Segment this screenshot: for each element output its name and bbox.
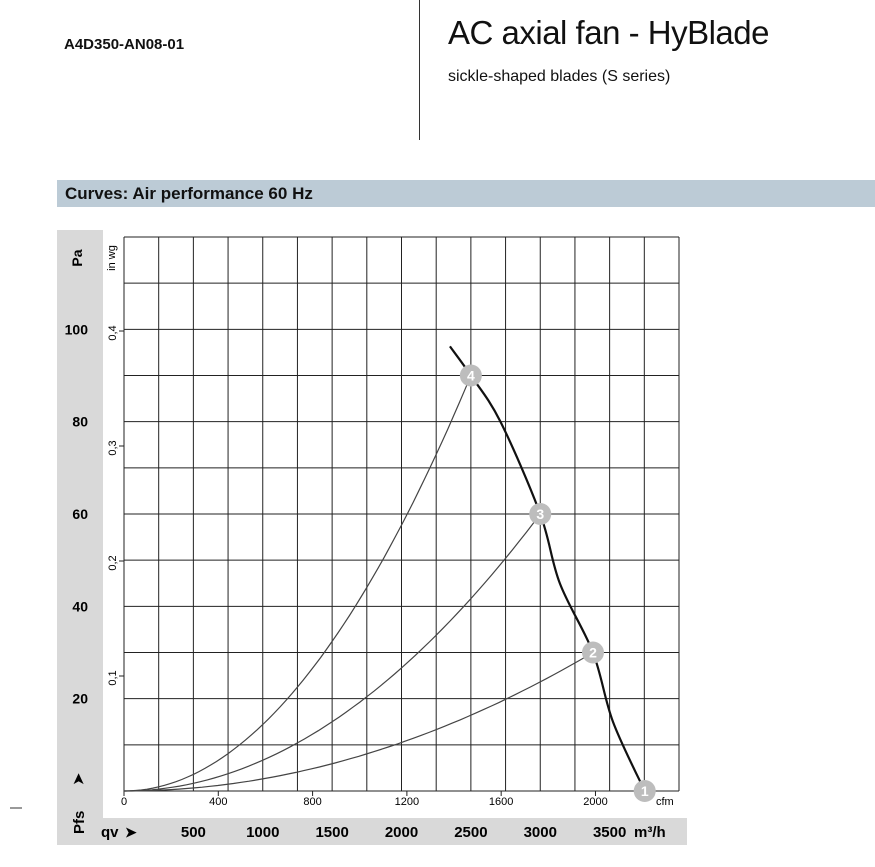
y2-unit-label: in wg <box>106 245 118 271</box>
operating-point-badge <box>633 780 656 802</box>
y-tick-label: 60 <box>72 506 88 522</box>
system-curve-4 <box>123 375 472 792</box>
section-title: Curves: Air performance 60 Hz <box>65 184 313 203</box>
x2-tick-label: 400 <box>209 796 227 808</box>
y-axis-arrow: ➤ <box>70 773 86 785</box>
x-axis-label: qv <box>101 824 119 841</box>
x-axis-arrow: ➤ <box>125 824 137 840</box>
y2-tick-label: 0,1 <box>107 670 119 685</box>
y-unit-label: Pa <box>69 249 85 266</box>
operating-point-2: 2 <box>581 641 604 664</box>
operating-point-label: 4 <box>467 368 475 384</box>
operating-point-4: 4 <box>459 364 482 387</box>
x-tick-label: 2000 <box>385 824 418 841</box>
operating-point-label: 1 <box>641 783 649 799</box>
y-tick-label: 40 <box>72 598 88 614</box>
x2-tick-label: 0 <box>121 796 127 808</box>
grid <box>119 236 680 796</box>
x2-tick-label: 1600 <box>489 796 513 808</box>
x-tick-label: 2500 <box>454 824 487 841</box>
system-curve-3 <box>123 513 541 792</box>
y-tick-label: 80 <box>72 414 88 430</box>
x2-unit-label: cfm <box>656 796 674 808</box>
y-tick-label: 100 <box>65 321 89 337</box>
y-tick-label: 20 <box>72 691 88 707</box>
model-number: A4D350-AN08-01 <box>64 36 185 53</box>
curves: 1 2 3 4 <box>123 345 656 802</box>
product-subtitle: sickle-shaped blades (S series) <box>448 68 671 85</box>
operating-point-badge <box>581 641 604 664</box>
x-tick-label: 500 <box>181 824 206 841</box>
x-unit-label: m³/h <box>634 824 666 841</box>
header-divider <box>419 0 420 140</box>
product-title: AC axial fan - HyBlade <box>448 14 769 51</box>
y-axis-label: Pfs <box>71 811 88 834</box>
x2-tick-label: 800 <box>303 796 321 808</box>
x-tick-label: 1500 <box>315 824 348 841</box>
system-curve-2 <box>124 651 594 792</box>
operating-point-label: 2 <box>589 645 597 661</box>
operating-point-badge <box>459 364 482 387</box>
y2-tick-label: 0,3 <box>107 440 119 455</box>
operating-point-badge <box>529 503 552 525</box>
y2-tick-label: 0,2 <box>107 555 119 570</box>
y2-tick-label: 0,4 <box>107 325 119 340</box>
x-axis-panel <box>57 818 687 845</box>
x2-tick-label: 1200 <box>395 796 419 808</box>
axis-labels: Pa in wg Pfs ➤ qv ➤ m³/h cfm 500 1000 1500… <box>65 245 674 841</box>
fan-curve <box>449 345 646 792</box>
y-axis-panel <box>57 230 103 845</box>
section-header: Curves: Air performance 60 Hz <box>57 180 875 207</box>
operating-point-label: 3 <box>536 506 544 522</box>
x-tick-label: 3500 <box>593 824 626 841</box>
operating-point-3: 3 <box>529 503 552 525</box>
x2-tick-label: 2000 <box>583 796 607 808</box>
x-tick-label: 1000 <box>246 824 279 841</box>
x-tick-label: 3000 <box>524 824 557 841</box>
operating-point-1: 1 <box>633 780 656 802</box>
